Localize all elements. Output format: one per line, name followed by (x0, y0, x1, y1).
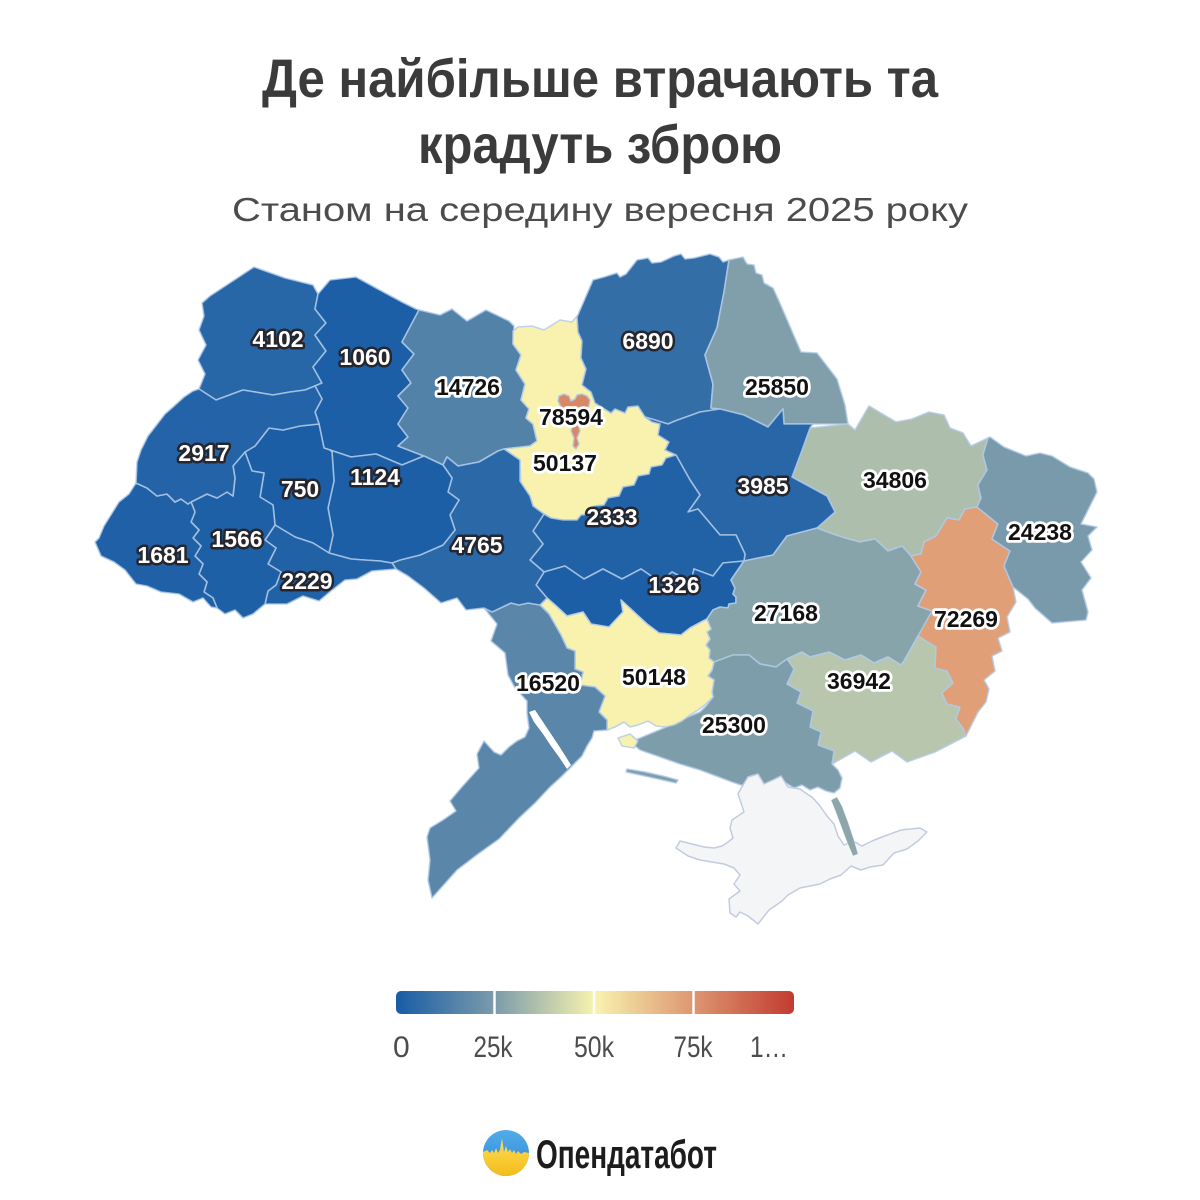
svg-text:Де найбільше втрачають та: Де найбільше втрачають та (262, 49, 939, 109)
svg-text:24238: 24238 (1008, 519, 1072, 545)
svg-text:крадуть зброю: крадуть зброю (418, 115, 782, 175)
svg-text:25k: 25k (474, 1031, 514, 1064)
svg-text:1566: 1566 (211, 526, 262, 552)
svg-text:1060: 1060 (339, 344, 390, 370)
svg-text:3985: 3985 (737, 473, 788, 499)
svg-text:36942: 36942 (827, 668, 891, 694)
svg-text:25300: 25300 (702, 712, 766, 738)
svg-text:4102: 4102 (252, 326, 303, 352)
svg-text:75k: 75k (674, 1031, 714, 1064)
svg-text:50137: 50137 (533, 450, 597, 476)
svg-text:14726: 14726 (436, 374, 500, 400)
svg-text:16520: 16520 (516, 670, 580, 696)
svg-text:78594: 78594 (539, 404, 603, 430)
svg-text:1326: 1326 (648, 572, 699, 598)
svg-text:Станом на середину вересня 202: Станом на середину вересня 2025 року (232, 191, 969, 228)
svg-text:50k: 50k (574, 1031, 615, 1064)
svg-text:2333: 2333 (586, 504, 637, 530)
svg-text:1…: 1… (750, 1031, 788, 1064)
svg-text:750: 750 (281, 476, 319, 502)
svg-text:1124: 1124 (350, 464, 400, 490)
svg-text:27168: 27168 (754, 600, 818, 626)
svg-text:25850: 25850 (745, 374, 809, 400)
svg-text:6890: 6890 (622, 328, 673, 354)
svg-text:2229: 2229 (281, 568, 332, 594)
svg-text:4765: 4765 (451, 532, 502, 558)
svg-text:Опендатабот: Опендатабот (536, 1133, 717, 1177)
svg-text:2917: 2917 (178, 440, 229, 466)
svg-text:50148: 50148 (622, 664, 686, 690)
svg-text:72269: 72269 (934, 606, 998, 632)
svg-text:0: 0 (393, 1031, 410, 1064)
svg-text:34806: 34806 (863, 467, 927, 493)
svg-text:1681: 1681 (137, 542, 188, 568)
